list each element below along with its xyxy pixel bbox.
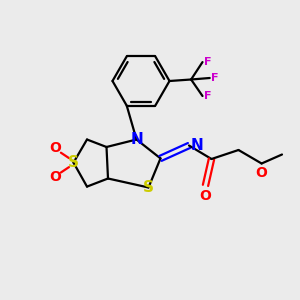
Text: O: O [49, 170, 61, 184]
Text: F: F [211, 73, 218, 83]
Text: N: N [130, 132, 143, 147]
Text: N: N [190, 138, 203, 153]
Text: F: F [204, 91, 211, 101]
Text: O: O [200, 189, 211, 203]
Text: O: O [49, 141, 61, 155]
Text: O: O [256, 166, 268, 180]
Text: S: S [143, 180, 154, 195]
Text: F: F [204, 57, 211, 67]
Text: S: S [68, 155, 79, 170]
